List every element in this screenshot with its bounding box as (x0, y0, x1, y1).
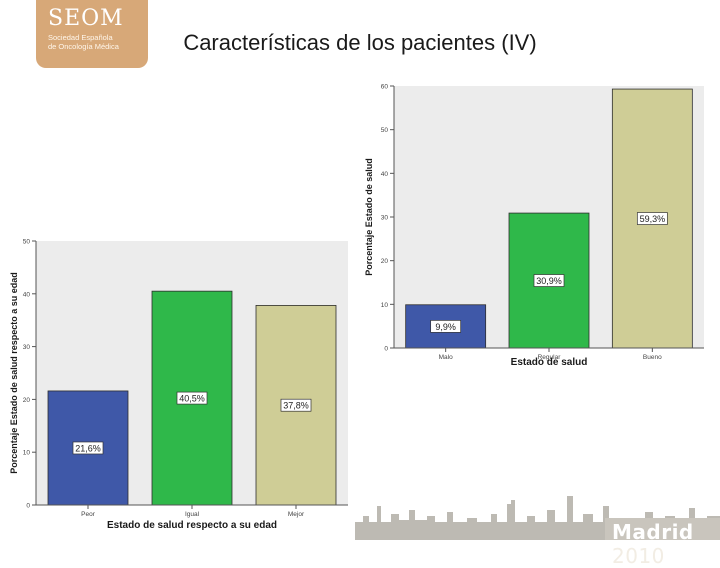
c1-data-label-box (636, 212, 668, 225)
logo-background (36, 0, 148, 68)
c2-y-tick-label: 30 (23, 344, 31, 351)
c1-y-tick-label: 40 (381, 171, 389, 178)
c1-x-tick-label: Malo (439, 354, 453, 361)
c2-y-tick-label: 40 (23, 291, 31, 298)
c1-y-tick-label: 10 (381, 302, 389, 309)
c2-x-tick-label: Igual (185, 511, 200, 518)
c1-data-label-box (430, 320, 462, 333)
c2-y-tick-label: 0 (26, 503, 30, 510)
chart-estado-salud-svg: 0 10 20 30 40 50 60 Malo 9,9% Regular 30,9% Bueno 59… (364, 84, 704, 368)
c1-x-tick-label: Regular (538, 354, 562, 361)
c2-x-tick-label: Peor (81, 511, 96, 518)
c1-data-label: 30,9% (536, 276, 562, 286)
c2-data-label: 21,6% (75, 443, 101, 453)
madrid-2010-brand: Madrid 2010 (612, 520, 720, 568)
c2-data-label-box (280, 398, 312, 412)
c2-x-axis-title: Estado de salud respecto a su edad (107, 520, 277, 531)
chart-estado-salud: 0 10 20 30 40 50 60 Malo 9,9% Regular 30,9% Bueno 59… (360, 80, 712, 380)
c1-y-tick-label: 30 (381, 215, 389, 222)
c2-y-axis-title: Porcentaje Estado de salud respecto a su… (9, 272, 19, 474)
chart-estado-salud-edad: 0 10 20 30 40 50 Peor 21,6% Igual 40,5% Mejor 37,8%… (5, 235, 350, 537)
c2-y-tick-label: 20 (23, 397, 31, 404)
c1-y-tick-label: 20 (381, 258, 389, 265)
c2-data-label-box (72, 441, 104, 455)
slide-title: Características de los pacientes (IV) (183, 30, 537, 55)
c1-data-label: 59,3% (640, 214, 666, 224)
c1-data-label: 9,9% (435, 322, 456, 332)
madrid-year: 2010 (612, 544, 665, 568)
c1-y-tick-label: 60 (381, 84, 389, 91)
c1-x-axis-title: Estado de salud (511, 357, 588, 368)
logo-subtitle-line2: de Oncología Médica (48, 42, 119, 51)
c2-y-tick-label: 50 (23, 239, 31, 246)
logo-name: SEOM (48, 6, 124, 31)
logo-subtitle-line1: Sociedad Española (48, 33, 113, 42)
madrid-skyline (355, 496, 720, 540)
c2-data-label: 40,5% (179, 394, 205, 404)
c2-data-label-box (176, 391, 208, 405)
c1-data-label-box (533, 274, 565, 287)
c1-x-tick-label: Bueno (643, 354, 662, 361)
c2-x-tick-label: Mejor (288, 511, 305, 518)
c1-y-tick-label: 0 (384, 346, 388, 353)
c1-y-tick-label: 50 (381, 127, 389, 134)
c2-data-label: 37,8% (283, 401, 309, 411)
seom-logo: SEOM Sociedad Española de Oncología Médi… (36, 0, 148, 68)
chart-estado-salud-edad-svg: 0 10 20 30 40 50 Peor 21,6% Igual 40,5% Mejor 37,8%… (9, 239, 348, 531)
c2-y-tick-label: 10 (23, 450, 31, 457)
madrid-city: Madrid (612, 520, 694, 544)
c1-y-axis-title: Porcentaje Estado de salud (364, 158, 374, 276)
